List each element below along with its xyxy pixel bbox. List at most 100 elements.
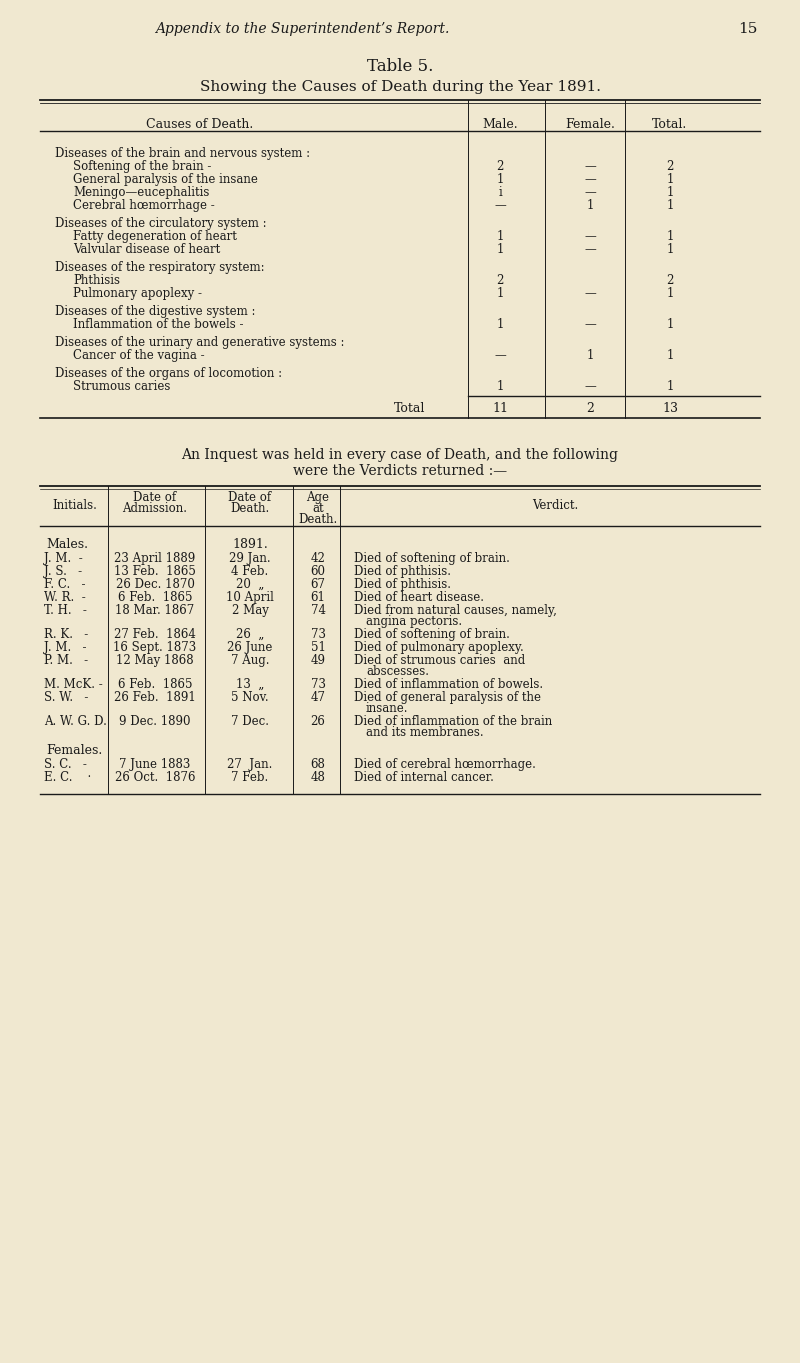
Text: 15: 15 [738,22,758,35]
Text: Pulmonary apoplexy -: Pulmonary apoplexy - [73,288,202,300]
Text: 49: 49 [310,654,326,667]
Text: Cerebral hœmorrhage -: Cerebral hœmorrhage - [73,199,214,213]
Text: 1: 1 [666,288,674,300]
Text: Phthisis: Phthisis [73,274,120,288]
Text: 2 May: 2 May [231,604,269,617]
Text: Died of phthisis.: Died of phthisis. [354,566,451,578]
Text: 13 Feb.  1865: 13 Feb. 1865 [114,566,196,578]
Text: 11: 11 [492,402,508,414]
Text: 1: 1 [496,230,504,243]
Text: An Inquest was held in every case of Death, and the following: An Inquest was held in every case of Dea… [182,448,618,462]
Text: Verdict.: Verdict. [532,499,578,512]
Text: 67: 67 [310,578,326,592]
Text: Died of pulmonary apoplexy.: Died of pulmonary apoplexy. [354,641,524,654]
Text: —: — [584,380,596,393]
Text: Males.: Males. [46,538,88,551]
Text: —: — [584,159,596,173]
Text: Died of inflammation of the brain: Died of inflammation of the brain [354,716,552,728]
Text: 20  „: 20 „ [236,578,264,592]
Text: —: — [584,173,596,185]
Text: 2: 2 [496,159,504,173]
Text: 10 April: 10 April [226,592,274,604]
Text: 27  Jan.: 27 Jan. [227,758,273,771]
Text: Cancer of the vagina -: Cancer of the vagina - [73,349,205,363]
Text: Total.: Total. [652,119,688,131]
Text: 1891.: 1891. [232,538,268,551]
Text: Died of cerebral hœmorrhage.: Died of cerebral hœmorrhage. [354,758,536,771]
Text: S. W.   -: S. W. - [44,691,88,705]
Text: 26 Dec. 1870: 26 Dec. 1870 [115,578,194,592]
Text: Died of heart disease.: Died of heart disease. [354,592,484,604]
Text: Table 5.: Table 5. [367,59,433,75]
Text: 23 April 1889: 23 April 1889 [114,552,196,566]
Text: Died of softening of brain.: Died of softening of brain. [354,552,510,566]
Text: i: i [498,185,502,199]
Text: Fatty degeneration of heart: Fatty degeneration of heart [73,230,237,243]
Text: were the Verdicts returned :—: were the Verdicts returned :— [293,463,507,478]
Text: 1: 1 [586,199,594,213]
Text: A. W. G. D.: A. W. G. D. [44,716,107,728]
Text: 73: 73 [310,677,326,691]
Text: Death.: Death. [298,512,338,526]
Text: insane.: insane. [366,702,409,716]
Text: 13  „: 13 „ [236,677,264,691]
Text: 1: 1 [666,380,674,393]
Text: J. S.   -: J. S. - [44,566,82,578]
Text: Diseases of the organs of locomotion :: Diseases of the organs of locomotion : [55,367,282,380]
Text: 42: 42 [310,552,326,566]
Text: 16 Sept. 1873: 16 Sept. 1873 [114,641,197,654]
Text: Causes of Death.: Causes of Death. [146,119,254,131]
Text: 73: 73 [310,628,326,641]
Text: 4 Feb.: 4 Feb. [231,566,269,578]
Text: 1: 1 [666,349,674,363]
Text: Died of internal cancer.: Died of internal cancer. [354,771,494,784]
Text: Died of strumous caries  and: Died of strumous caries and [354,654,526,667]
Text: Diseases of the respiratory system:: Diseases of the respiratory system: [55,260,265,274]
Text: Diseases of the brain and nervous system :: Diseases of the brain and nervous system… [55,147,310,159]
Text: 9 Dec. 1890: 9 Dec. 1890 [119,716,190,728]
Text: S. C.   -: S. C. - [44,758,87,771]
Text: 26 Oct.  1876: 26 Oct. 1876 [114,771,195,784]
Text: 1: 1 [666,199,674,213]
Text: Appendix to the Superintendent’s Report.: Appendix to the Superintendent’s Report. [155,22,450,35]
Text: 1: 1 [666,230,674,243]
Text: Died of phthisis.: Died of phthisis. [354,578,451,592]
Text: 5 Nov.: 5 Nov. [231,691,269,705]
Text: 29 Jan.: 29 Jan. [229,552,271,566]
Text: 18 Mar. 1867: 18 Mar. 1867 [115,604,194,617]
Text: 74: 74 [310,604,326,617]
Text: Total: Total [394,402,425,414]
Text: 1: 1 [586,349,594,363]
Text: 1: 1 [666,185,674,199]
Text: J. M.  -: J. M. - [44,552,82,566]
Text: at: at [312,502,324,515]
Text: Meningo—eucephalitis: Meningo—eucephalitis [73,185,210,199]
Text: J. M.   -: J. M. - [44,641,86,654]
Text: 1: 1 [666,173,674,185]
Text: 2: 2 [666,274,674,288]
Text: 1: 1 [496,288,504,300]
Text: 1: 1 [666,243,674,256]
Text: Died of general paralysis of the: Died of general paralysis of the [354,691,541,705]
Text: 6 Feb.  1865: 6 Feb. 1865 [118,677,192,691]
Text: abscesses.: abscesses. [366,665,429,677]
Text: 6 Feb.  1865: 6 Feb. 1865 [118,592,192,604]
Text: 1: 1 [496,318,504,331]
Text: 13: 13 [662,402,678,414]
Text: 47: 47 [310,691,326,705]
Text: 1: 1 [666,318,674,331]
Text: Death.: Death. [230,502,270,515]
Text: 27 Feb.  1864: 27 Feb. 1864 [114,628,196,641]
Text: 1: 1 [496,173,504,185]
Text: —: — [584,243,596,256]
Text: Diseases of the digestive system :: Diseases of the digestive system : [55,305,255,318]
Text: M. McK. -: M. McK. - [44,677,102,691]
Text: Showing the Causes of Death during the Year 1891.: Showing the Causes of Death during the Y… [199,80,601,94]
Text: 7 June 1883: 7 June 1883 [119,758,190,771]
Text: 48: 48 [310,771,326,784]
Text: E. C.    ·: E. C. · [44,771,91,784]
Text: 26 June: 26 June [227,641,273,654]
Text: Inflammation of the bowels -: Inflammation of the bowels - [73,318,243,331]
Text: —: — [584,288,596,300]
Text: T. H.   -: T. H. - [44,604,87,617]
